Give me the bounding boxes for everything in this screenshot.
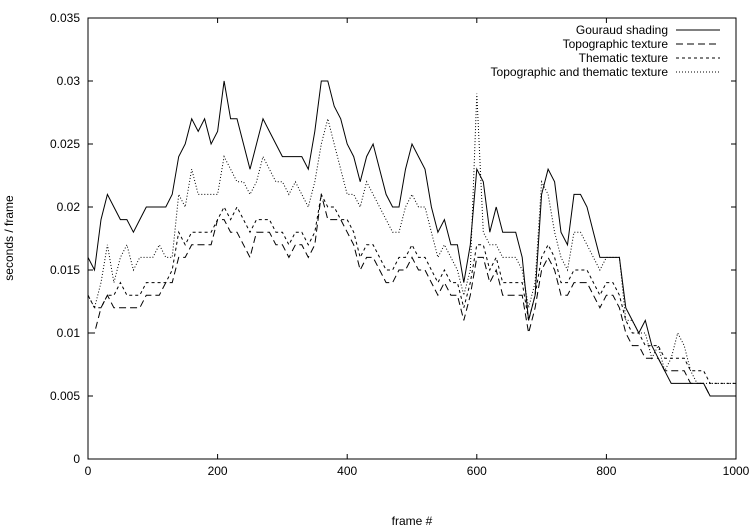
y-tick-label: 0.03 (57, 74, 81, 88)
legend-label-3: Topographic and thematic texture (491, 65, 669, 79)
x-axis-title: frame # (392, 514, 433, 528)
y-tick-label: 0.005 (50, 389, 80, 403)
y-tick-label: 0 (73, 452, 80, 466)
series-line-3 (87, 93, 736, 384)
y-tick-label: 0.025 (50, 137, 80, 151)
series-line-1 (88, 194, 736, 397)
x-tick-label: 1000 (723, 464, 750, 478)
y-tick-label: 0.02 (57, 200, 81, 214)
plot-frame (87, 17, 737, 460)
y-tick-label: 0.015 (50, 263, 80, 277)
x-tick-label: 400 (337, 464, 357, 478)
x-tick-label: 200 (208, 464, 228, 478)
x-tick-label: 800 (596, 464, 616, 478)
legend-label-0: Gouraud shading (576, 23, 668, 37)
series-lines (87, 80, 736, 397)
x-tick-label: 600 (467, 464, 487, 478)
legend-label-2: Thematic texture (579, 51, 669, 65)
axis-ticks: 0 200 400 600 800 1000 0 0.005 0.01 0.015 0.02 0.02… (50, 11, 750, 478)
x-tick-label: 0 (85, 464, 92, 478)
legend-label-1: Topographic texture (563, 37, 669, 51)
y-tick-label: 0.035 (50, 11, 80, 25)
series-line-0 (87, 80, 736, 397)
y-axis-title: seconds / frame (2, 195, 16, 281)
series-line-2 (87, 192, 736, 384)
y-tick-label: 0.01 (57, 326, 81, 340)
